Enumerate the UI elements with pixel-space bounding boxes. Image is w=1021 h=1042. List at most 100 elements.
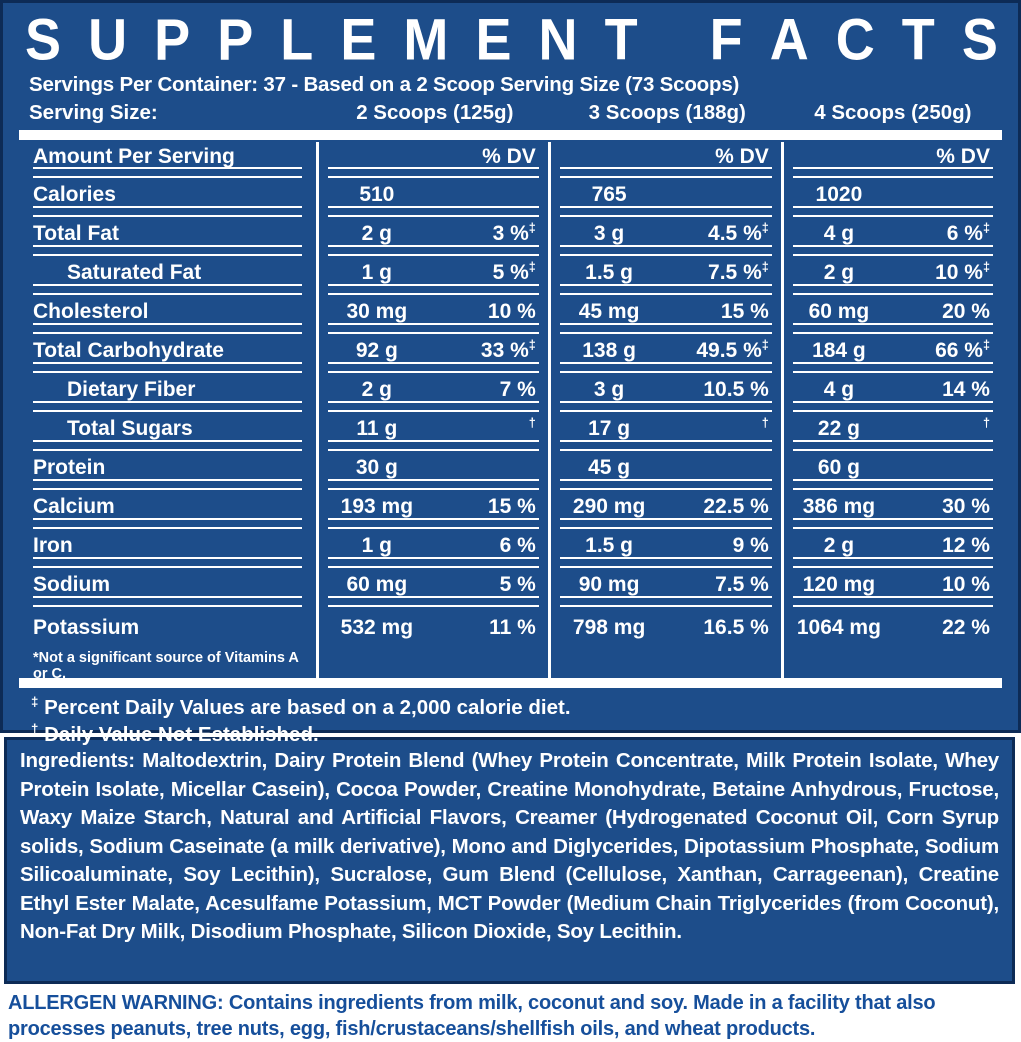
daily-value: 22.5 % xyxy=(703,494,769,518)
amount-per-serving-header: Amount Per Serving xyxy=(19,142,319,179)
serving-col-4-scoops-values: 1020 xyxy=(784,179,1002,218)
amount-value: 386 mg xyxy=(802,494,876,518)
double-dagger-symbol: ‡ xyxy=(528,337,536,352)
serving-col-4-scoops-values: 4 g 14 % xyxy=(784,374,1002,413)
double-dagger-symbol: ‡ xyxy=(761,337,769,352)
daily-value: 66 %‡ xyxy=(935,337,990,362)
dv-header-label: % DV xyxy=(482,144,536,168)
title-letter: S xyxy=(961,7,998,73)
divider-bar-top xyxy=(19,130,1002,140)
servings-per-container: Servings Per Container: 37 - Based on a … xyxy=(29,73,740,96)
title-letter: E xyxy=(340,7,377,73)
serving-col-4-scoops-values: 2 g 10 %‡ xyxy=(784,257,1002,296)
nutrient-row-iron: Iron 1 g 6 % 1.5 g 9 % 2 g 12 % xyxy=(19,530,1002,569)
daily-value: 6 % xyxy=(499,533,536,557)
title-letter: L xyxy=(280,7,314,73)
daily-value: 6 %‡ xyxy=(946,220,990,245)
allergen-warning: ALLERGEN WARNING: Contains ingredients f… xyxy=(0,984,1021,1042)
empty-cell xyxy=(319,647,551,682)
amount-value: 1020 xyxy=(815,182,863,206)
nutrient-name: Protein xyxy=(19,452,319,491)
nutrient-row-potassium: Potassium 532 mg 11 % 798 mg 16.5 % 1064 mg 22… xyxy=(19,608,1002,647)
amount-value: 17 g xyxy=(588,416,631,440)
serving-col-3-scoops-values: 798 mg 16.5 % xyxy=(551,608,784,647)
nutrient-row-total-sugars: Total Sugars 11 g † 17 g † 22 g † xyxy=(19,413,1002,452)
serving-col-3-scoops-values: 45 g xyxy=(551,452,784,491)
nutrient-row-calories: Calories 510 765 1020 xyxy=(19,179,1002,218)
amount-value: 138 g xyxy=(582,338,636,362)
title-letter: F xyxy=(709,7,743,73)
double-dagger-symbol: ‡ xyxy=(528,220,536,235)
nutrient-row-dietary-fiber: Dietary Fiber 2 g 7 % 3 g 10.5 % 4 g 14 % xyxy=(19,374,1002,413)
serving-col-2-scoops-values: 30 mg 10 % xyxy=(319,296,551,335)
amount-value: 510 xyxy=(359,182,395,206)
title-letter: P xyxy=(217,7,254,73)
table-header-row: Amount Per Serving % DV % DV % DV xyxy=(19,142,1002,179)
serving-col-3-scoops-values: 1.5 g 9 % xyxy=(551,530,784,569)
double-dagger-symbol: ‡ xyxy=(761,259,769,274)
nutrient-row-total-fat: Total Fat 2 g 3 %‡ 3 g 4.5 %‡ 4 g 6 %‡ xyxy=(19,218,1002,257)
daily-value: 7.5 %‡ xyxy=(708,259,769,284)
nutrient-name: Iron xyxy=(19,530,319,569)
footnote-text: Percent Daily Values are based on a 2,00… xyxy=(44,696,571,719)
amount-value: 30 g xyxy=(355,455,398,479)
serving-col-4-scoops-values: 184 g 66 %‡ xyxy=(784,335,1002,374)
amount-value: 1064 mg xyxy=(796,615,881,639)
serving-col-4-scoops-values: 60 g xyxy=(784,452,1002,491)
ingredients-label: Ingredients: xyxy=(20,749,135,772)
serving-option-2-scoops: 2 Scoops (125g) xyxy=(356,100,514,124)
amount-value: 90 mg xyxy=(578,572,640,596)
serving-col-4-scoops-values: 1064 mg 22 % xyxy=(784,608,1002,647)
serving-option-4-scoops: 4 Scoops (250g) xyxy=(814,100,972,124)
amount-value: 3 g xyxy=(593,221,625,245)
nutrient-name: Potassium xyxy=(19,608,319,647)
serving-col-3-scoops-values: 765 xyxy=(551,179,784,218)
amount-value: 2 g xyxy=(823,260,855,284)
nutrient-name: Total Sugars xyxy=(19,413,319,452)
title-letter: T xyxy=(604,7,638,73)
empty-cell xyxy=(551,647,784,682)
amount-value: 1.5 g xyxy=(585,533,634,557)
nutrient-name: Total Carbohydrate xyxy=(19,335,319,374)
amount-value: 22 g xyxy=(817,416,860,440)
daily-value: 15 % xyxy=(720,299,769,323)
serving-col-2-scoops-values: 1 g 6 % xyxy=(319,530,551,569)
title-letter: N xyxy=(538,7,578,73)
daily-value-footnotes: ‡ Percent Daily Values are based on a 2,… xyxy=(31,694,1002,748)
serving-size-label: Serving Size: xyxy=(29,100,158,124)
dv-header-col2: % DV xyxy=(551,142,784,179)
serving-col-4-scoops-values: 60 mg 20 % xyxy=(784,296,1002,335)
allergen-warning-lead: ALLERGEN WARNING: Contains ingredients f… xyxy=(8,992,688,1014)
daily-value: 3 %‡ xyxy=(492,220,536,245)
title-letter: E xyxy=(475,7,512,73)
amount-value: 60 mg xyxy=(346,572,408,596)
daily-value: 14 % xyxy=(942,377,990,401)
amount-value: 1.5 g xyxy=(585,260,634,284)
amount-value: 120 mg xyxy=(802,572,876,596)
dv-header-label: % DV xyxy=(936,144,990,168)
daily-value: 10.5 % xyxy=(703,377,769,401)
amount-value: 92 g xyxy=(355,338,398,362)
serving-col-2-scoops-values: 193 mg 15 % xyxy=(319,491,551,530)
amount-value: 3 g xyxy=(593,377,625,401)
amount-value: 45 mg xyxy=(578,299,640,323)
amount-value: 765 xyxy=(591,182,627,206)
dagger-symbol: † xyxy=(982,415,990,430)
amount-value: 60 g xyxy=(817,455,860,479)
daily-value: 49.5 %‡ xyxy=(696,337,769,362)
dv-header-col1: % DV xyxy=(319,142,551,179)
not-significant-source-note: *Not a significant source of Vitamins A … xyxy=(19,647,319,682)
daily-value: † xyxy=(894,415,1002,441)
daily-value: 30 % xyxy=(942,494,990,518)
serving-col-2-scoops-values: 92 g 33 %‡ xyxy=(319,335,551,374)
empty-cell xyxy=(784,647,1002,682)
amount-value: 2 g xyxy=(361,377,393,401)
daily-value: 15 % xyxy=(487,494,536,518)
title-letter: C xyxy=(835,7,875,73)
serving-size-row: Serving Size: 2 Scoops (125g) 3 Scoops (… xyxy=(19,97,1002,128)
serving-col-3-scoops-values: 138 g 49.5 %‡ xyxy=(551,335,784,374)
serving-col-3-scoops-values: 3 g 10.5 % xyxy=(551,374,784,413)
